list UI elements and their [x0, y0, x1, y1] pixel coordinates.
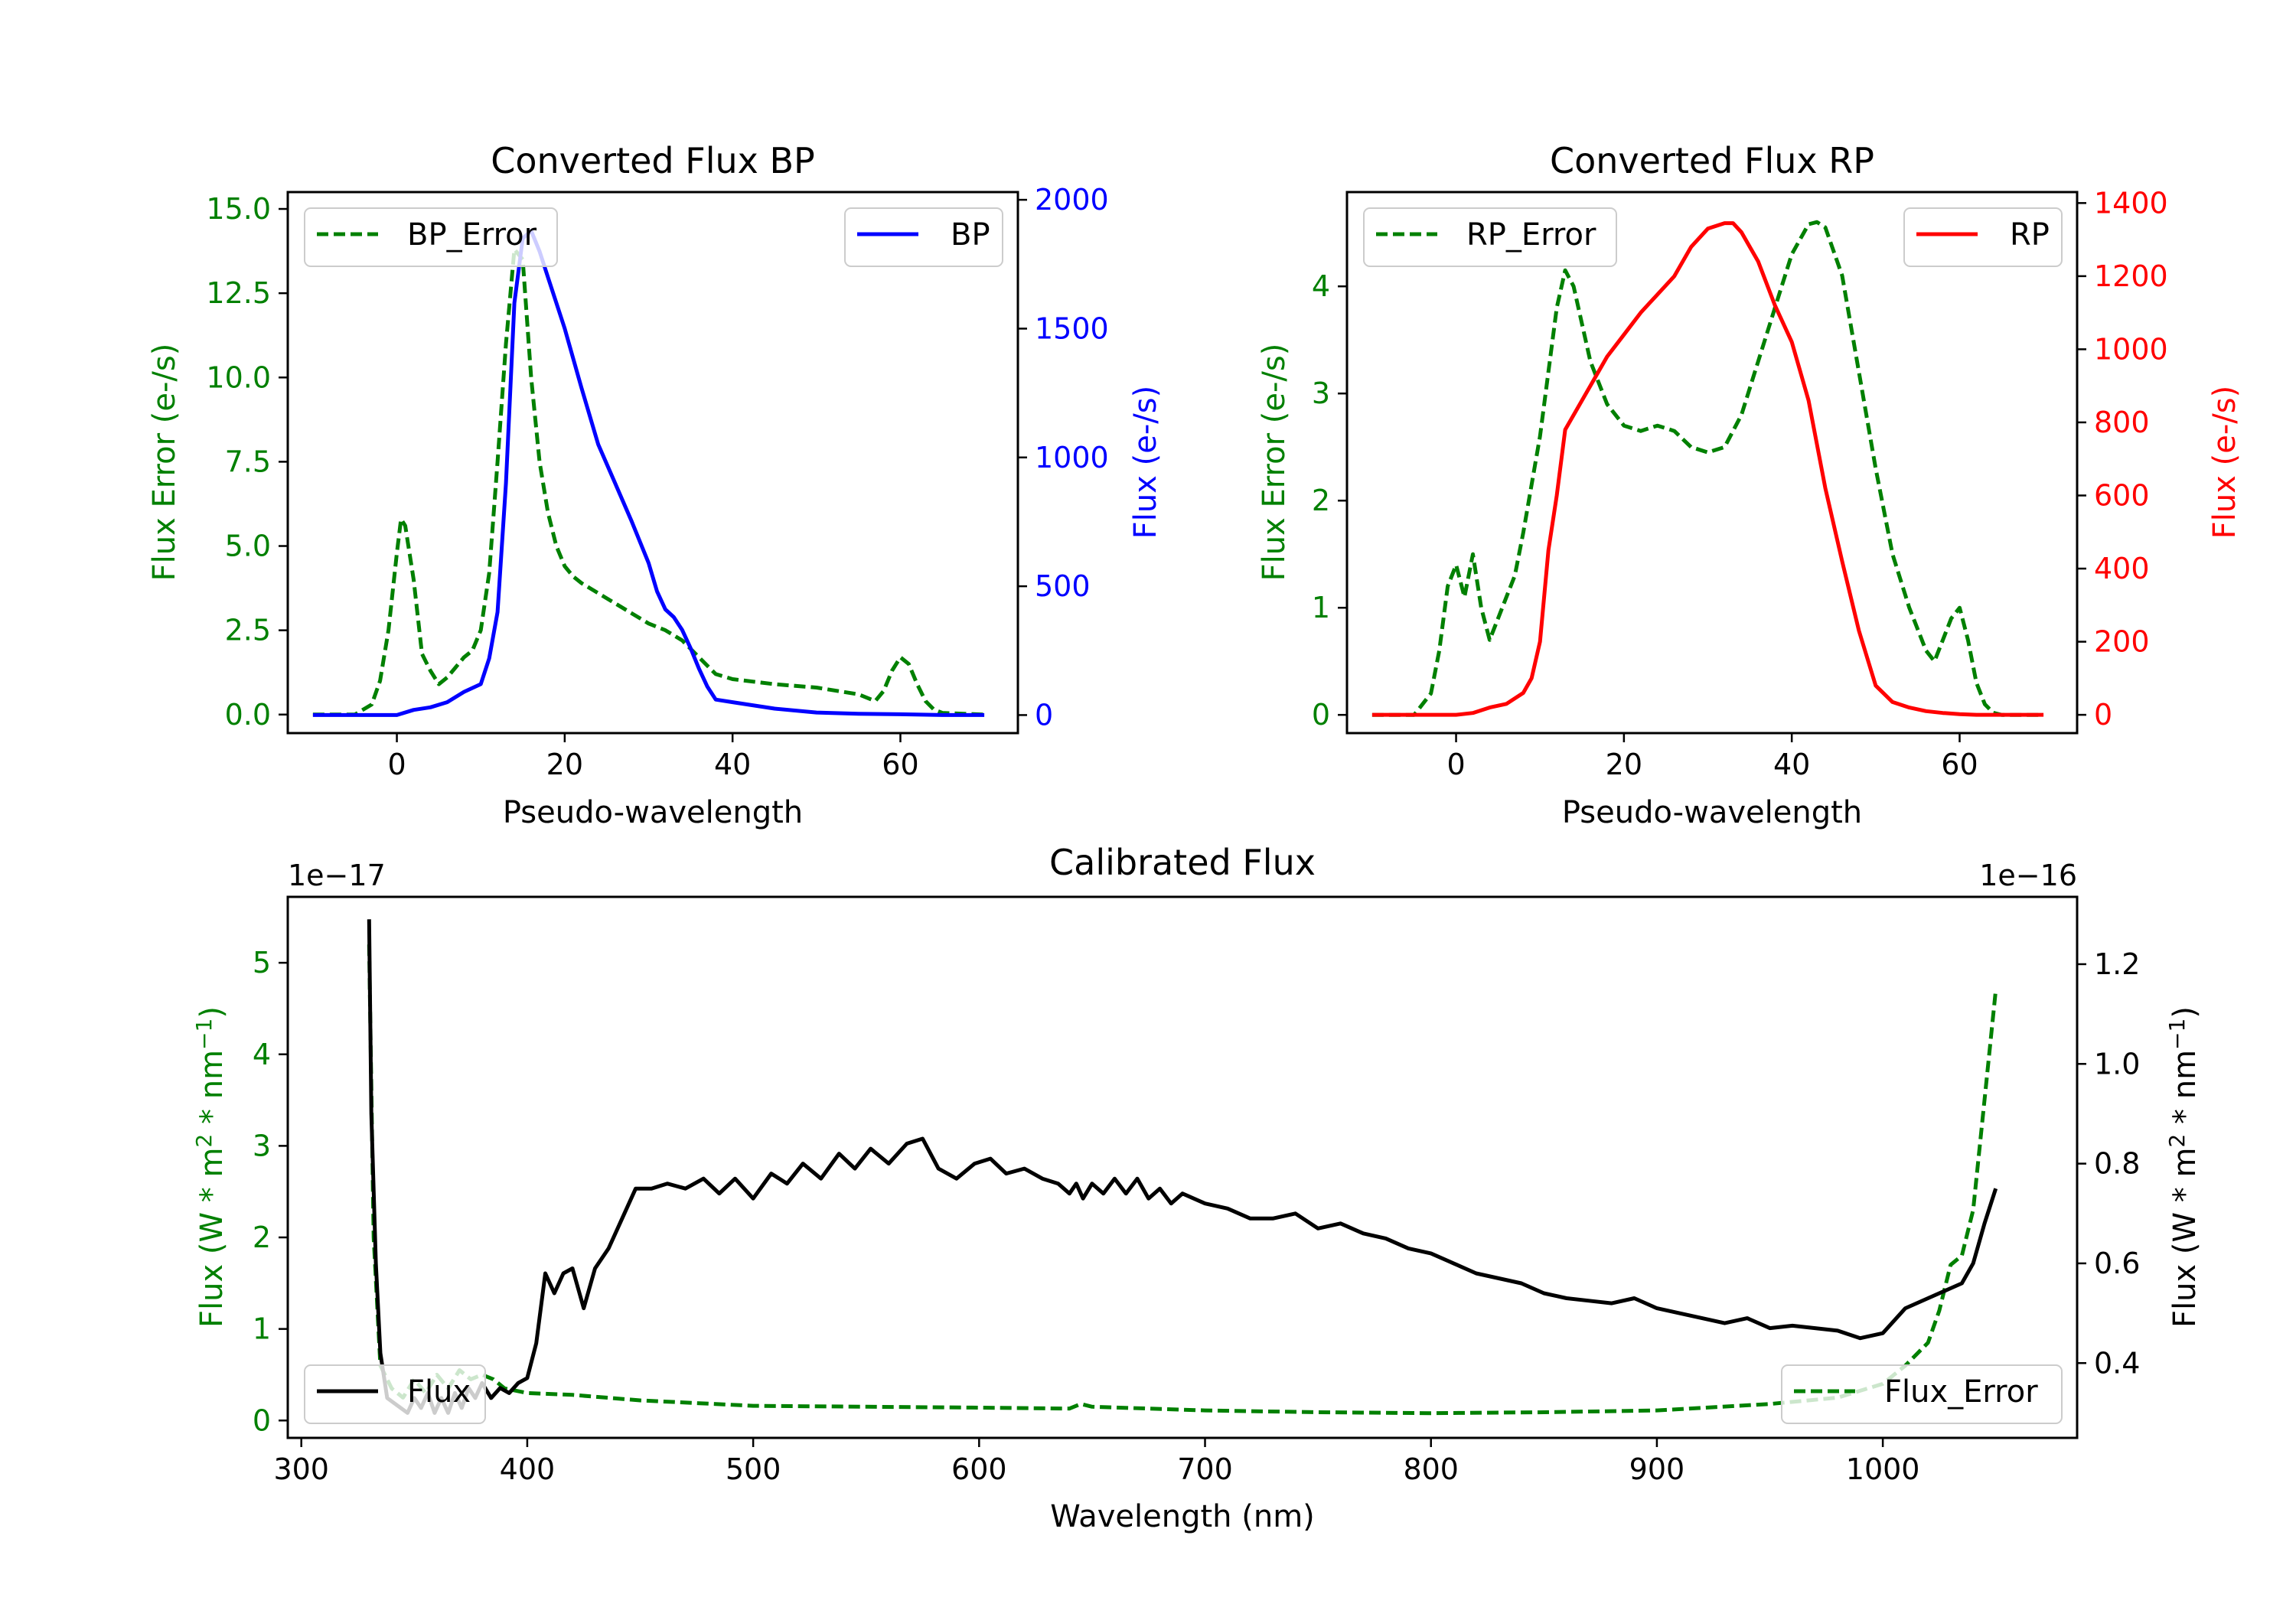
bp-xtick-label: 40: [714, 748, 751, 781]
cal-xtick-label: 300: [273, 1452, 329, 1486]
rp-series-rp-error: [1371, 220, 2044, 717]
bp-panel: 0 20 40 60 0.0 2.5 5.0 7.5 10.0 12.5 15.0 0 500 1000 1…: [147, 140, 1163, 830]
rp-xtick-label: 60: [1941, 748, 1978, 781]
bp-ytick-right-label: 0: [1035, 698, 1053, 732]
bp-legend: BP: [844, 207, 1003, 267]
rp-ytick-right-label: 0: [2094, 698, 2112, 732]
cal-title: Calibrated Flux: [1049, 842, 1316, 883]
bp-ytick-left-label: 7.5: [225, 445, 271, 478]
rp-ytick-right-label: 200: [2094, 625, 2150, 659]
rp-error-legend-label: RP_Error: [1466, 217, 1596, 253]
bp-ylabel-right: Flux (e-/s): [1128, 386, 1163, 539]
bp-ytick-right-label: 2000: [1035, 183, 1109, 217]
bp-xtick-label: 0: [387, 748, 406, 781]
cal-ytick-left-label: 3: [253, 1129, 271, 1162]
rp-legend: RP: [1903, 207, 2063, 267]
rp-ytick-left-label: 3: [1312, 376, 1330, 410]
cal-ytick-left-label: 2: [253, 1221, 271, 1254]
rp-error-legend: RP_Error: [1363, 207, 1617, 267]
flux-error-legend-label: Flux_Error: [1884, 1374, 2038, 1410]
rp-lines: [1371, 220, 2044, 717]
rp-title: Converted Flux RP: [1550, 140, 1874, 181]
cal-xtick-label: 700: [1177, 1452, 1233, 1486]
rp-ytick-left-label: 2: [1312, 484, 1330, 517]
rp-ylabel-left: Flux Error (e-/s): [1257, 344, 1292, 582]
rp-series-rp: [1371, 221, 2044, 717]
cal-xtick-label: 1000: [1846, 1452, 1920, 1486]
bp-error-legend: BP_Error: [304, 207, 558, 267]
rp-ytick-right-label: 400: [2094, 552, 2150, 585]
bp-legend-label: BP: [951, 217, 990, 253]
rp-ytick-left-label: 1: [1312, 591, 1330, 624]
cal-ytick-right-label: 1.0: [2094, 1047, 2140, 1081]
cal-xtick-label: 900: [1629, 1452, 1685, 1486]
bp-axes-frame: [286, 191, 1019, 735]
cal-series-flux: [367, 919, 1998, 1415]
cal-xtick-label: 500: [726, 1452, 781, 1486]
calibrated-panel: 300 400 500 600 700 800 900 1000 0 1 2 3 4 5 0.4 0.6 0.8…: [191, 842, 2203, 1534]
bp-title: Converted Flux BP: [491, 140, 815, 181]
cal-ytick-left-label: 4: [253, 1038, 271, 1071]
rp-xtick-label: 0: [1446, 748, 1465, 781]
cal-lines: [367, 919, 1998, 1416]
cal-ytick-right-label: 1.2: [2094, 947, 2140, 981]
cal-xtick-label: 600: [951, 1452, 1007, 1486]
rp-ylabel-right: Flux (e-/s): [2207, 386, 2242, 539]
bp-ticks: 0 20 40 60 0.0 2.5 5.0 7.5 10.0 12.5 15.0 0 500 1000 1…: [206, 183, 1108, 781]
cal-series-flux-error: [367, 944, 1998, 1416]
cal-offset-left: 1e−17: [288, 859, 386, 892]
cal-xtick-label: 400: [500, 1452, 556, 1486]
cal-ticks: 300 400 500 600 700 800 900 1000 0 1 2 3 4 5 0.4 0.6 0.8…: [253, 946, 2141, 1486]
cal-ytick-right-label: 0.8: [2094, 1147, 2140, 1181]
bp-ytick-right-label: 500: [1035, 569, 1091, 603]
bp-ytick-right-label: 1500: [1035, 311, 1109, 345]
bp-lines: [312, 229, 985, 717]
cal-xlabel: Wavelength (nm): [1050, 1499, 1315, 1534]
bp-series-bp: [312, 229, 985, 717]
bp-xtick-label: 60: [882, 748, 918, 781]
cal-axes-frame: [286, 895, 2079, 1439]
rp-xtick-label: 20: [1606, 748, 1642, 781]
rp-ytick-right-label: 800: [2094, 406, 2150, 439]
rp-xlabel: Pseudo-wavelength: [1562, 795, 1862, 830]
flux-error-legend: Flux_Error: [1781, 1364, 2063, 1424]
cal-ytick-left-label: 1: [253, 1312, 271, 1346]
rp-axes-frame: [1345, 191, 2079, 735]
bp-ytick-right-label: 1000: [1035, 441, 1109, 474]
rp-ytick-right-label: 600: [2094, 478, 2150, 512]
bp-ylabel-left: Flux Error (e-/s): [147, 344, 182, 582]
cal-ytick-right-label: 0.4: [2094, 1346, 2140, 1380]
flux-legend: Flux: [304, 1364, 486, 1424]
bp-xlabel: Pseudo-wavelength: [503, 795, 803, 830]
bp-series-bp-error: [312, 247, 985, 717]
cal-ytick-left-label: 5: [253, 946, 271, 980]
bp-ytick-left-label: 15.0: [206, 192, 271, 226]
bp-ytick-left-label: 10.0: [206, 360, 271, 394]
cal-xtick-label: 800: [1403, 1452, 1459, 1486]
cal-offset-right: 1e−16: [1979, 859, 2077, 892]
bp-ytick-left-label: 0.0: [225, 698, 271, 732]
bp-error-legend-label: BP_Error: [407, 217, 537, 253]
cal-ytick-right-label: 0.6: [2094, 1247, 2140, 1280]
rp-ytick-left-label: 4: [1312, 269, 1330, 303]
bp-ytick-left-label: 5.0: [225, 530, 271, 563]
rp-legend-label: RP: [2010, 217, 2050, 253]
rp-ytick-right-label: 1400: [2094, 186, 2168, 220]
rp-ytick-left-label: 0: [1312, 698, 1330, 732]
rp-ytick-right-label: 1200: [2094, 259, 2168, 293]
bp-xtick-label: 20: [546, 748, 583, 781]
cal-ylabel-left: Flux (W * m2 * nm−1): [191, 1006, 230, 1328]
bp-ytick-left-label: 12.5: [206, 276, 271, 310]
cal-ylabel-right: Flux (W * m2 * nm−1): [2164, 1006, 2203, 1328]
flux-legend-label: Flux: [407, 1374, 471, 1410]
cal-ytick-left-label: 0: [253, 1403, 271, 1437]
rp-xtick-label: 40: [1773, 748, 1810, 781]
rp-ytick-right-label: 1000: [2094, 332, 2168, 366]
bp-ytick-left-label: 2.5: [225, 614, 271, 647]
